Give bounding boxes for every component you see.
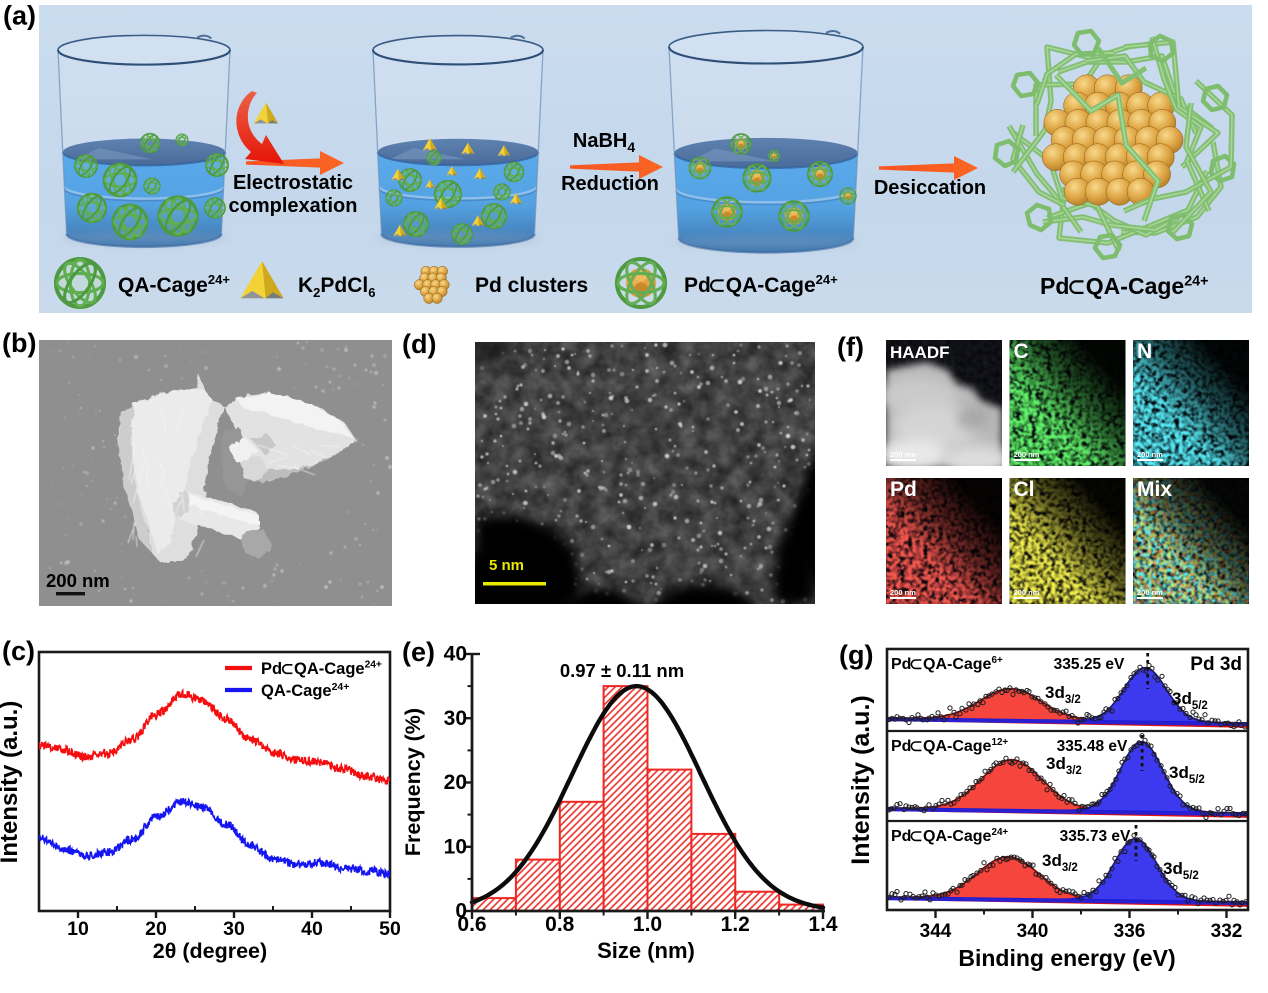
svg-text:20: 20 [145, 918, 167, 940]
svg-text:200 nm: 200 nm [890, 450, 916, 459]
svg-text:QA-Cage6+: QA-Cage6+ [923, 655, 1003, 673]
svg-text:C: C [1014, 340, 1029, 363]
svg-text:QA-Cage24+: QA-Cage24+ [294, 660, 382, 678]
svg-text:Intensity (a.u.): Intensity (a.u.) [847, 695, 875, 864]
svg-text:Pd: Pd [261, 660, 282, 678]
svg-text:K2PdCl6: K2PdCl6 [298, 274, 375, 300]
svg-text:200 nm: 200 nm [1137, 588, 1163, 597]
svg-text:335.48 eV: 335.48 eV [1057, 738, 1128, 755]
svg-text:30: 30 [444, 707, 467, 730]
svg-text:Mix: Mix [1137, 478, 1172, 501]
svg-text:10: 10 [444, 835, 467, 858]
svg-text:Intensity (a.u.): Intensity (a.u.) [0, 701, 23, 864]
svg-text:Reduction: Reduction [561, 173, 659, 195]
svg-text:Electrostatic: Electrostatic [233, 172, 353, 194]
svg-text:(b): (b) [2, 328, 36, 358]
svg-text:20: 20 [444, 771, 467, 794]
svg-text:complexation: complexation [229, 195, 358, 217]
svg-text:(e): (e) [402, 637, 435, 667]
svg-text:QA-Cage24+: QA-Cage24+ [118, 272, 230, 297]
svg-text:Size (nm): Size (nm) [597, 938, 695, 963]
svg-text:Desiccation: Desiccation [874, 177, 986, 199]
svg-text:0: 0 [455, 900, 467, 923]
svg-text:(d): (d) [402, 329, 436, 359]
svg-text:Pd: Pd [890, 478, 917, 501]
svg-text:200 nm: 200 nm [890, 588, 916, 597]
svg-text:Frequency (%): Frequency (%) [401, 708, 425, 856]
svg-text:200 nm: 200 nm [46, 570, 110, 591]
svg-text:(c): (c) [2, 636, 35, 666]
svg-text:QA-Cage24+: QA-Cage24+ [261, 681, 349, 700]
svg-text:2θ (degree): 2θ (degree) [153, 939, 267, 963]
svg-text:Pd: Pd [891, 738, 911, 755]
svg-text:5 nm: 5 nm [489, 557, 524, 574]
svg-text:(f): (f) [837, 332, 864, 362]
svg-text:Binding energy (eV): Binding energy (eV) [958, 945, 1175, 971]
svg-text:340: 340 [1017, 921, 1049, 942]
svg-text:(g): (g) [839, 640, 873, 670]
svg-text:Pd: Pd [1040, 273, 1069, 299]
svg-text:0.6: 0.6 [457, 913, 486, 936]
svg-text:Pd: Pd [891, 828, 911, 845]
svg-text:30: 30 [223, 918, 245, 940]
svg-text:QA-Cage12+: QA-Cage12+ [923, 737, 1008, 755]
svg-text:344: 344 [920, 921, 952, 942]
svg-text:336: 336 [1114, 921, 1146, 942]
svg-text:1.2: 1.2 [721, 913, 750, 936]
svg-text:QA-Cage24+: QA-Cage24+ [923, 827, 1008, 845]
svg-text:Pd: Pd [891, 656, 911, 673]
svg-text:200 nm: 200 nm [1014, 450, 1040, 459]
svg-text:40: 40 [444, 643, 467, 666]
svg-text:Pd clusters: Pd clusters [475, 274, 588, 297]
svg-text:HAADF: HAADF [890, 343, 950, 362]
svg-text:N: N [1137, 340, 1152, 363]
svg-text:NaBH4: NaBH4 [573, 130, 635, 155]
svg-text:200 nm: 200 nm [1137, 450, 1163, 459]
svg-text:0.97 ± 0.11 nm: 0.97 ± 0.11 nm [560, 660, 684, 681]
svg-text:1.4: 1.4 [808, 913, 838, 936]
svg-text:0.8: 0.8 [545, 913, 575, 936]
svg-text:335.73 eV: 335.73 eV [1060, 828, 1131, 845]
svg-text:Pd 3d: Pd 3d [1190, 654, 1242, 675]
svg-text:Cl: Cl [1014, 478, 1035, 501]
svg-text:40: 40 [301, 918, 323, 940]
svg-text:(a): (a) [3, 1, 36, 31]
svg-text:335.25 eV: 335.25 eV [1054, 656, 1125, 673]
svg-text:50: 50 [379, 918, 401, 940]
svg-text:1.0: 1.0 [633, 913, 662, 936]
svg-text:10: 10 [67, 918, 89, 940]
svg-text:Pd: Pd [684, 274, 711, 297]
svg-text:200 nm: 200 nm [1014, 588, 1040, 597]
svg-text:332: 332 [1211, 921, 1243, 942]
